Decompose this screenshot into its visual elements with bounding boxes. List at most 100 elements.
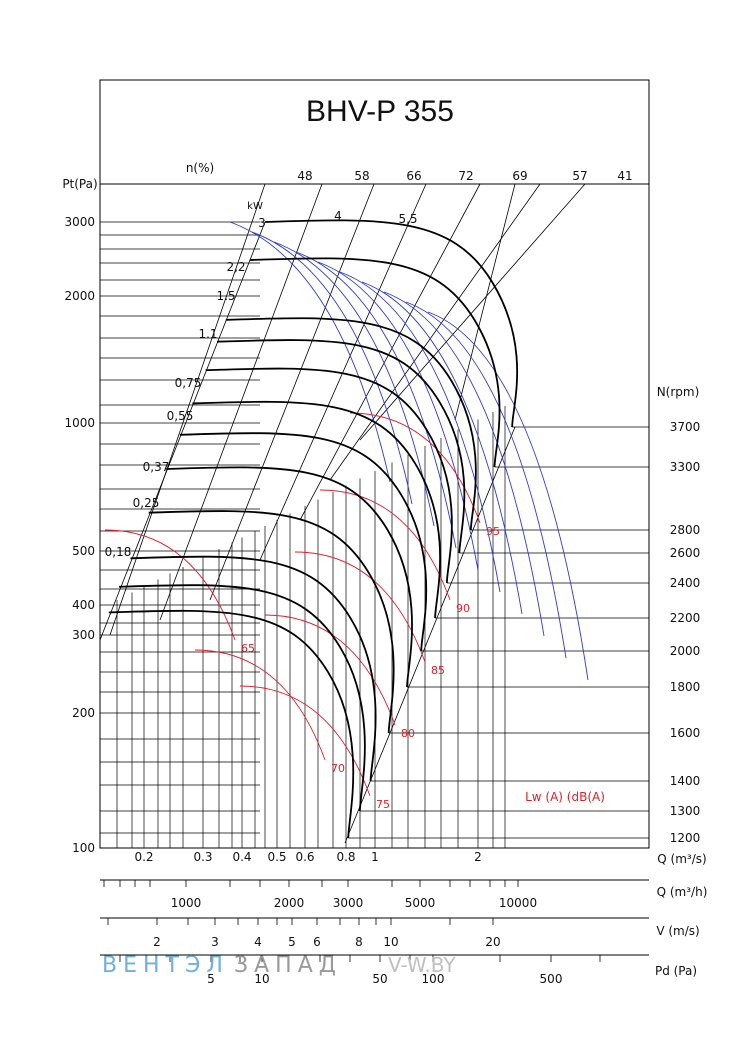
efficiency-line bbox=[259, 183, 427, 561]
noise-value-label: 80 bbox=[401, 727, 415, 740]
watermark-part2: ЗАПАД bbox=[234, 953, 342, 978]
y-axis-label: Pt(Pa) bbox=[62, 177, 97, 191]
q-m3s-tick-label: 0.2 bbox=[134, 850, 153, 864]
power-label: 0,75 bbox=[175, 376, 202, 390]
efficiency-value-label: 48 bbox=[297, 169, 312, 183]
q-m3s-tick-label: 2 bbox=[474, 850, 482, 864]
noise-value-label: 90 bbox=[456, 602, 470, 615]
efficiency-value-label: 69 bbox=[512, 169, 527, 183]
fan-curve bbox=[217, 339, 466, 554]
rpm-value-label: 2600 bbox=[670, 546, 701, 560]
q-m3s-axis-label: Q (m³/s) bbox=[657, 852, 706, 866]
system-curve bbox=[383, 291, 545, 637]
noise-value-label: 95 bbox=[486, 525, 500, 538]
noise-curve bbox=[194, 649, 326, 761]
rpm-value-label: 1400 bbox=[670, 774, 701, 788]
fan-curve bbox=[130, 555, 377, 782]
fan-curve bbox=[225, 317, 477, 531]
velocity-tick-label: 2 bbox=[153, 935, 161, 949]
fan-curve bbox=[148, 510, 395, 734]
noise-value-label: 65 bbox=[241, 642, 255, 655]
y-tick-label: 200 bbox=[72, 706, 95, 720]
q-m3h-axis-label: Q (m³/h) bbox=[657, 885, 708, 899]
velocity-tick-label: 5 bbox=[288, 935, 296, 949]
system-curve bbox=[295, 251, 457, 549]
chart-frame bbox=[99, 79, 650, 849]
y-tick-label: 300 bbox=[72, 628, 95, 642]
noise-curve bbox=[349, 412, 481, 524]
q-m3s-tick-label: 0.8 bbox=[336, 850, 355, 864]
q-m3h-tick-label: 1000 bbox=[171, 896, 202, 910]
y-tick-label: 400 bbox=[72, 598, 95, 612]
rpm-value-label: 2400 bbox=[670, 576, 701, 590]
rpm-value-label: 3700 bbox=[670, 420, 701, 434]
rpm-axis-label: N(rpm) bbox=[657, 385, 700, 399]
efficiency-value-label: 41 bbox=[617, 169, 632, 183]
power-label: 0,37 bbox=[143, 460, 170, 474]
rpm-value-label: 2800 bbox=[670, 523, 701, 537]
system-curve bbox=[361, 281, 523, 615]
rpm-value-label: 1300 bbox=[670, 804, 701, 818]
efficiency-line bbox=[109, 183, 266, 636]
q-m3s-tick-label: 0.5 bbox=[267, 850, 286, 864]
q-m3s-tick-label: 0.3 bbox=[193, 850, 212, 864]
noise-curve bbox=[319, 489, 451, 601]
pd-tick-label: 5 bbox=[207, 972, 215, 986]
efficiency-line bbox=[329, 183, 541, 481]
fan-curve bbox=[205, 367, 453, 584]
velocity-tick-label: 10 bbox=[383, 935, 398, 949]
fan-curve bbox=[192, 400, 441, 619]
fan-curve bbox=[166, 466, 413, 688]
fan-curve bbox=[264, 219, 518, 428]
q-m3h-tick-label: 5000 bbox=[405, 896, 436, 910]
system-curve bbox=[427, 311, 589, 681]
q-m3s-tick-label: 0.6 bbox=[295, 850, 314, 864]
watermark-part1: ВЕНТЭЛ bbox=[102, 953, 229, 978]
fan-curve bbox=[179, 432, 428, 652]
noise-value-label: 75 bbox=[376, 798, 390, 811]
velocity-tick-label: 4 bbox=[254, 935, 262, 949]
q-m3h-tick-label: 3000 bbox=[333, 896, 364, 910]
chart-title: BHV-P 355 bbox=[306, 95, 454, 128]
noise-value-label: 70 bbox=[331, 762, 345, 775]
efficiency-value-label: 58 bbox=[354, 169, 369, 183]
power-label: 3 bbox=[258, 216, 266, 230]
fan-curve bbox=[249, 257, 501, 468]
power-label: 5,5 bbox=[398, 212, 417, 226]
rpm-value-label: 1600 bbox=[670, 726, 701, 740]
efficiency-value-label: 66 bbox=[406, 169, 421, 183]
power-label: 4 bbox=[334, 209, 342, 223]
y-tick-label: 3000 bbox=[64, 215, 95, 229]
rpm-value-label: 1200 bbox=[670, 831, 701, 845]
power-label: 1.1 bbox=[198, 327, 217, 341]
fan-curve bbox=[108, 609, 355, 839]
y-tick-label: 2000 bbox=[64, 289, 95, 303]
pd-axis-label: Pd (Pa) bbox=[655, 964, 697, 978]
velocity-tick-label: 8 bbox=[355, 935, 363, 949]
power-label: 0,25 bbox=[133, 496, 160, 510]
power-label: 2,2 bbox=[226, 260, 245, 274]
q-m3s-tick-label: 1 bbox=[371, 850, 379, 864]
power-label: 1.5 bbox=[216, 289, 235, 303]
rpm-value-label: 3300 bbox=[670, 460, 701, 474]
fan-curves bbox=[108, 219, 518, 839]
labels-layer: 100 200 300 400 500 1000 2000 3000 0.2 0.3 0.4 0.5 0… bbox=[64, 169, 700, 986]
pd-tick-label: 10 bbox=[254, 972, 269, 986]
y-tick-label: 100 bbox=[72, 841, 95, 855]
power-guide-line bbox=[99, 221, 266, 641]
y-tick-label: 500 bbox=[72, 544, 95, 558]
power-label: 0,55 bbox=[167, 409, 194, 423]
system-curve bbox=[229, 221, 391, 483]
noise-value-label: 85 bbox=[431, 664, 445, 677]
efficiency-value-label: 57 bbox=[572, 169, 587, 183]
noise-curve bbox=[264, 614, 396, 726]
noise-curve bbox=[239, 685, 371, 797]
q-m3s-tick-label: 0.4 bbox=[232, 850, 251, 864]
pd-tick-label: 500 bbox=[540, 972, 563, 986]
system-curve bbox=[339, 271, 501, 593]
rpm-value-label: 1800 bbox=[670, 680, 701, 694]
power-label: 0,18 bbox=[105, 545, 132, 559]
efficiency-label: n(%) bbox=[186, 161, 214, 175]
efficiency-line bbox=[359, 183, 586, 441]
